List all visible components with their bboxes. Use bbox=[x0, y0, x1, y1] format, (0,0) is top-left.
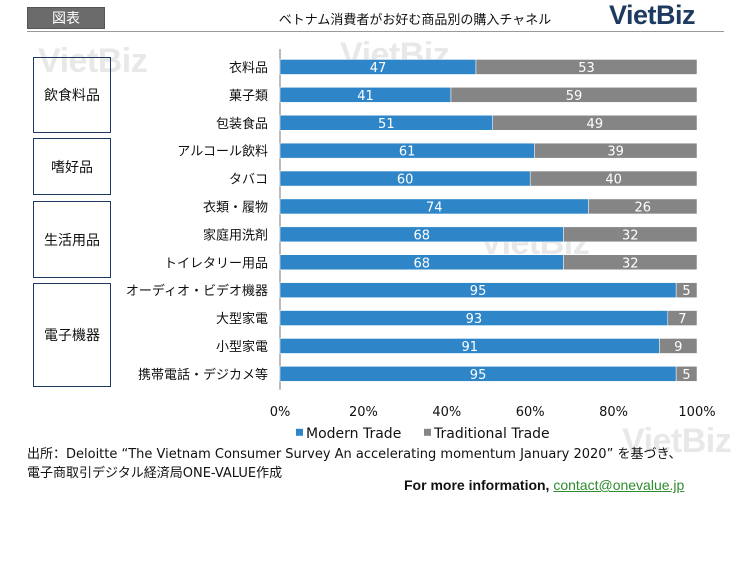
category-label: 小型家電 bbox=[216, 339, 268, 355]
data-label: 68 bbox=[414, 256, 431, 271]
category-label: 衣料品 bbox=[229, 60, 268, 76]
x-tick-label: 20% bbox=[349, 405, 378, 420]
contact-email-link[interactable]: contact@onevalue.jp bbox=[553, 477, 685, 493]
watermark: VietBiz bbox=[622, 422, 732, 460]
more-info-label: For more information, bbox=[404, 477, 554, 493]
data-label: 41 bbox=[357, 89, 374, 104]
category-label: タバコ bbox=[229, 173, 268, 188]
category-label: アルコール飲料 bbox=[177, 144, 268, 160]
data-label: 60 bbox=[397, 173, 414, 188]
x-tick-label: 40% bbox=[432, 405, 461, 420]
bar-segment bbox=[675, 366, 698, 382]
data-label: 49 bbox=[587, 117, 604, 132]
figure-tag: 図表 bbox=[27, 7, 105, 29]
bar-segment bbox=[563, 226, 698, 243]
data-label: 51 bbox=[378, 117, 395, 132]
category-label: トイレタリー用品 bbox=[164, 256, 268, 271]
header-divider bbox=[27, 31, 724, 32]
x-tick-label: 100% bbox=[678, 405, 715, 420]
data-label: 61 bbox=[399, 145, 416, 160]
data-label: 95 bbox=[470, 368, 487, 383]
category-label: 菓子類 bbox=[229, 89, 268, 104]
bar-segment bbox=[675, 282, 698, 298]
legend-swatch bbox=[424, 428, 431, 436]
data-label: 53 bbox=[578, 61, 595, 76]
category-label: 衣類・履物 bbox=[203, 199, 268, 215]
data-label: 32 bbox=[622, 256, 639, 271]
category-label: オーディオ・ビデオ機器 bbox=[126, 283, 268, 299]
x-tick-label: 0% bbox=[270, 405, 291, 420]
group-box-electronics: 電子機器 bbox=[33, 283, 111, 387]
source-line-1: 出所：Deloitte “The Vietnam Consumer Survey… bbox=[27, 447, 682, 462]
data-label: 47 bbox=[370, 61, 387, 76]
source-line-2: 電子商取引デジタル経済局ONE-VALUE作成 bbox=[27, 466, 283, 481]
bar-segment bbox=[529, 170, 698, 187]
data-label: 59 bbox=[566, 89, 583, 104]
bar-segment bbox=[563, 254, 698, 270]
watermark: VietBiz bbox=[38, 42, 148, 80]
data-label: 26 bbox=[635, 200, 652, 215]
group-label: 嗜好品 bbox=[51, 159, 93, 176]
bar-segment bbox=[534, 142, 698, 159]
data-label: 39 bbox=[607, 145, 624, 160]
data-label: 40 bbox=[605, 173, 622, 188]
category-label: 大型家電 bbox=[216, 311, 268, 327]
data-label: 32 bbox=[622, 228, 639, 243]
group-label: 飲食料品 bbox=[44, 88, 100, 104]
bar-segment bbox=[667, 310, 698, 326]
x-tick-label: 80% bbox=[599, 405, 628, 420]
bar-segment bbox=[475, 59, 698, 75]
legend-label: Traditional Trade bbox=[433, 426, 550, 442]
data-label: 74 bbox=[426, 200, 443, 215]
x-tick-label: 60% bbox=[516, 405, 545, 420]
bar-segment bbox=[492, 115, 698, 131]
group-label: 生活用品 bbox=[44, 232, 100, 249]
bar-segment bbox=[450, 87, 698, 103]
data-label: 5 bbox=[682, 368, 690, 383]
group-label: 電子機器 bbox=[44, 328, 100, 344]
chart-title: ベトナム消費者がお好む商品別の購入チャネル bbox=[278, 13, 552, 28]
vietbiz-logo: VietBiz bbox=[609, 0, 696, 30]
bar-segment bbox=[588, 198, 698, 215]
legend-label: Modern Trade bbox=[306, 426, 401, 442]
data-label: 68 bbox=[414, 228, 431, 243]
data-label: 5 bbox=[682, 284, 690, 299]
data-label: 9 bbox=[674, 340, 682, 355]
source-note: 出所：Deloitte “The Vietnam Consumer Survey… bbox=[27, 445, 682, 483]
category-label: 家庭用洗剤 bbox=[203, 227, 268, 243]
data-label: 7 bbox=[678, 312, 686, 327]
data-label: 91 bbox=[461, 340, 478, 355]
group-box-household: 生活用品 bbox=[33, 201, 111, 278]
more-info: For more information, contact@onevalue.j… bbox=[404, 477, 684, 493]
category-label: 携帯電話・デジカメ等 bbox=[138, 367, 268, 383]
group-box-luxury: 嗜好品 bbox=[33, 138, 111, 195]
category-label: 包装食品 bbox=[216, 116, 268, 132]
data-label: 95 bbox=[470, 284, 487, 299]
group-box-food: 飲食料品 bbox=[33, 57, 111, 133]
legend-swatch bbox=[296, 428, 303, 436]
data-label: 93 bbox=[466, 312, 483, 327]
bar-segment bbox=[659, 338, 698, 354]
